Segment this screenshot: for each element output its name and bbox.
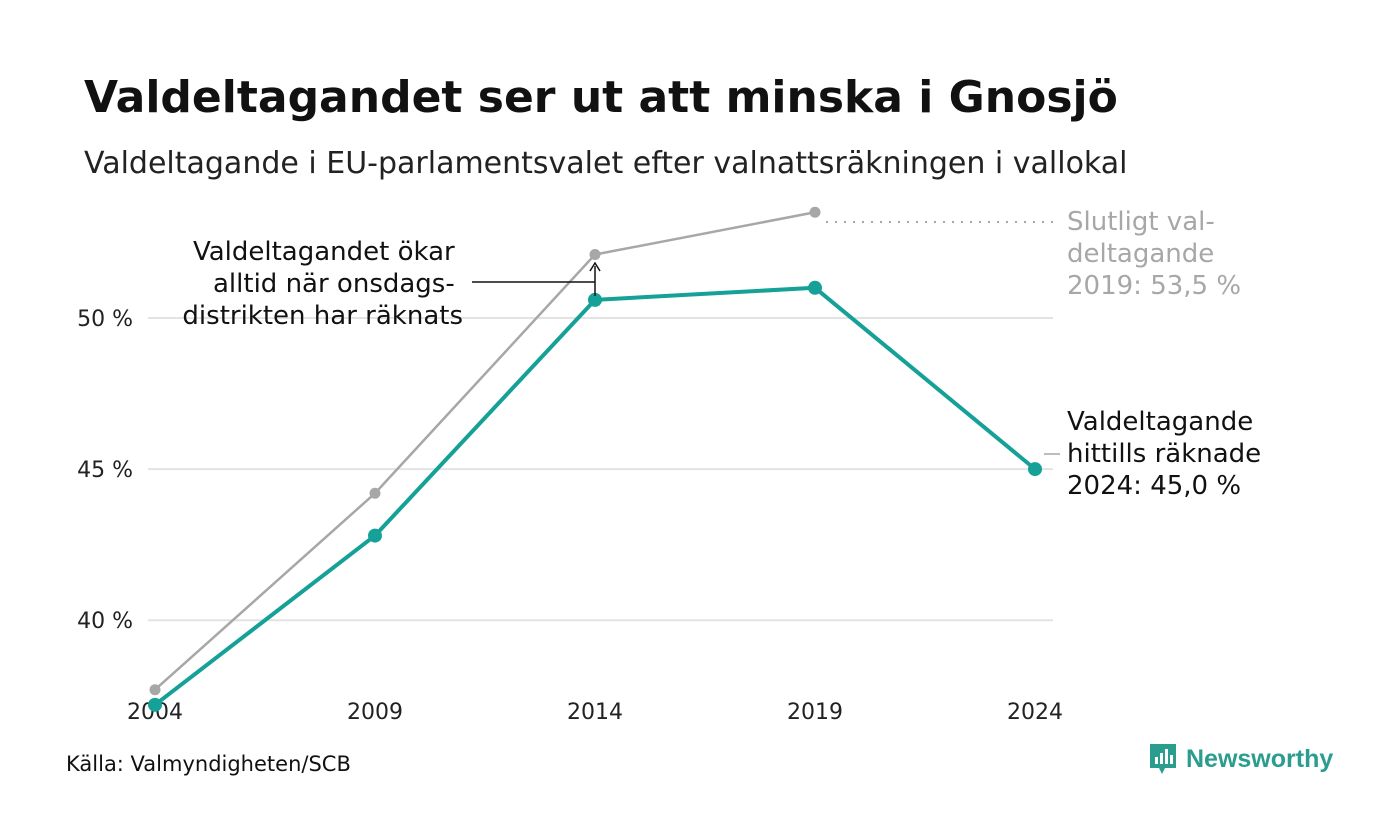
x-tick-label: 2009: [347, 700, 403, 725]
current-2024-label: Valdeltagande hittills räknade 2024: 45,…: [1067, 407, 1269, 501]
series-point-final: [809, 206, 821, 218]
x-tick-label: 2014: [567, 700, 623, 725]
y-tick-label: 40 %: [77, 609, 133, 634]
series-point-election_night: [588, 292, 602, 307]
series-point-election_night: [1028, 462, 1042, 477]
y-tick-label: 45 %: [77, 458, 133, 483]
chart-subtitle: Valdeltagande i EU-parlamentsvalet efter…: [84, 146, 1128, 181]
x-tick-label: 2019: [787, 700, 843, 725]
annotations: Valdeltagandet ökar alltid när onsdags- …: [182, 207, 1269, 501]
x-tick-label: 2024: [1007, 700, 1063, 725]
newsworthy-logo-icon: [1150, 744, 1176, 774]
brand-label: Newsworthy: [1186, 744, 1334, 773]
y-tick-label: 50 %: [77, 307, 133, 332]
axis-labels: 40 %45 %50 %2004 2009 2014 2019 2024: [77, 307, 1063, 725]
counting-note: Valdeltagandet ökar alltid när onsdags- …: [182, 237, 463, 331]
brand-logo: Newsworthy: [1148, 742, 1333, 776]
gridlines: [148, 317, 1053, 622]
series-point-final: [589, 249, 601, 261]
series-point-election_night: [808, 280, 822, 295]
chart-title: Valdeltagandet ser ut att minska i Gnosj…: [84, 72, 1118, 123]
series-point-final: [149, 684, 161, 696]
series: [148, 206, 1042, 712]
series-line-final: [153, 210, 817, 691]
arrow-head-icon: [589, 261, 601, 272]
series-point-election_night: [368, 528, 382, 543]
final-2019-label: Slutligt val- deltagande 2019: 53,5 %: [1067, 207, 1241, 301]
series-line-election_night: [153, 285, 1037, 707]
source-note: Källa: Valmyndigheten/SCB: [66, 752, 351, 776]
series-point-election_night: [148, 697, 162, 712]
series-point-final: [369, 487, 381, 499]
